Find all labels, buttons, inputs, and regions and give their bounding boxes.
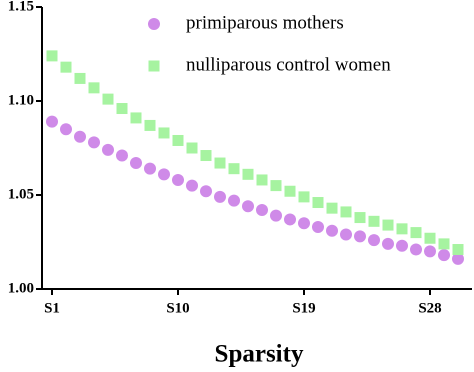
point bbox=[298, 191, 310, 203]
point bbox=[452, 244, 464, 256]
point bbox=[340, 228, 352, 241]
point bbox=[88, 136, 100, 149]
point bbox=[46, 115, 58, 128]
point bbox=[46, 50, 58, 62]
point bbox=[326, 202, 338, 214]
point bbox=[102, 143, 114, 156]
point bbox=[298, 217, 310, 230]
point bbox=[186, 142, 198, 154]
x-tick-label: S1 bbox=[44, 300, 60, 316]
point bbox=[368, 215, 380, 227]
point bbox=[158, 127, 170, 139]
y-tick-label: 1.10 bbox=[8, 92, 34, 108]
point bbox=[312, 197, 324, 209]
point bbox=[256, 204, 268, 217]
y-tick-label: 1.00 bbox=[8, 280, 34, 296]
y-tick-label: 1.15 bbox=[8, 0, 34, 14]
point bbox=[130, 112, 142, 124]
point bbox=[452, 252, 464, 265]
point bbox=[158, 168, 170, 181]
point bbox=[214, 157, 226, 169]
point bbox=[424, 232, 436, 244]
point bbox=[354, 230, 366, 243]
point bbox=[214, 190, 226, 203]
point bbox=[242, 200, 254, 213]
point bbox=[256, 174, 268, 186]
x-axis-label: Sparsity bbox=[215, 341, 304, 368]
point bbox=[326, 224, 338, 237]
point bbox=[382, 219, 394, 231]
point bbox=[438, 249, 450, 262]
point bbox=[228, 194, 240, 207]
point bbox=[396, 223, 408, 235]
point bbox=[130, 157, 142, 170]
x-tick-label: S28 bbox=[418, 300, 441, 316]
x-tick-label: S19 bbox=[292, 300, 315, 316]
point bbox=[396, 239, 408, 252]
legend-marker bbox=[148, 18, 160, 30]
point bbox=[410, 243, 422, 256]
point bbox=[424, 245, 436, 258]
point bbox=[284, 185, 296, 197]
point bbox=[74, 72, 86, 84]
point bbox=[242, 168, 254, 180]
x-tick-label: S10 bbox=[166, 300, 189, 316]
point bbox=[144, 119, 156, 131]
point bbox=[74, 130, 86, 143]
point bbox=[368, 234, 380, 247]
legend-label: nulliparous control women bbox=[186, 54, 391, 75]
point bbox=[200, 150, 212, 162]
point bbox=[228, 163, 240, 175]
y-tick-label: 1.05 bbox=[8, 186, 34, 202]
point bbox=[116, 103, 128, 115]
point bbox=[200, 185, 212, 198]
point bbox=[340, 206, 352, 218]
point bbox=[410, 227, 422, 239]
point bbox=[172, 134, 184, 146]
point bbox=[186, 179, 198, 192]
point bbox=[102, 93, 114, 105]
point bbox=[270, 209, 282, 222]
point bbox=[284, 213, 296, 226]
point bbox=[354, 212, 366, 224]
point bbox=[172, 173, 184, 186]
point bbox=[144, 162, 156, 175]
legend-marker bbox=[148, 60, 160, 72]
point bbox=[60, 123, 72, 136]
point bbox=[60, 61, 72, 73]
point bbox=[382, 237, 394, 250]
point bbox=[270, 180, 282, 192]
point bbox=[88, 82, 100, 94]
point bbox=[116, 149, 128, 162]
point bbox=[312, 220, 324, 233]
point bbox=[438, 238, 450, 250]
legend-label: primiparous mothers bbox=[186, 12, 344, 33]
